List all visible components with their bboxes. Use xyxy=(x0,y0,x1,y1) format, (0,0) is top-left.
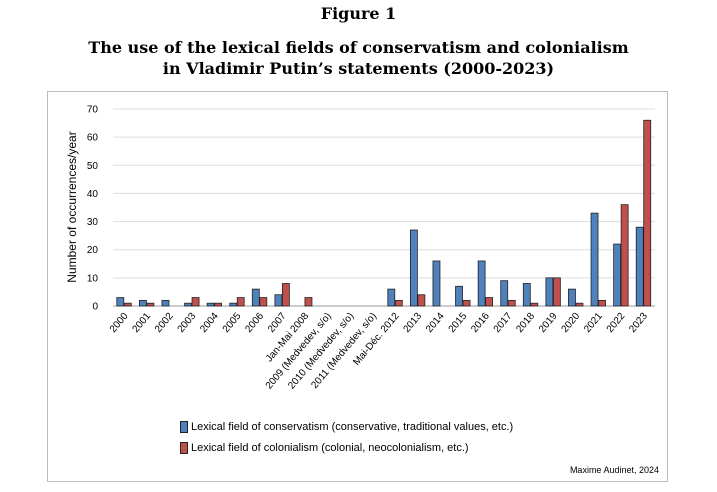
bar-colonialism xyxy=(417,294,426,307)
bar-conservatism xyxy=(229,302,238,307)
y-tick-label: 70 xyxy=(87,105,99,116)
legend-item-conservatism: Lexical field of conservatism (conservat… xyxy=(180,421,513,433)
bar-conservatism xyxy=(251,288,260,307)
y-tick-label: 20 xyxy=(87,245,99,256)
bar-conservatism xyxy=(387,288,396,307)
x-tick-label: 2022 xyxy=(605,311,628,335)
legend-swatch-colonialism xyxy=(180,442,188,454)
bar-conservatism xyxy=(613,243,622,307)
x-tick-label: 2017 xyxy=(492,311,515,335)
bar-colonialism xyxy=(281,283,290,307)
bar-colonialism xyxy=(620,204,629,307)
bar-colonialism xyxy=(643,119,652,307)
x-tick-label: 2005 xyxy=(221,311,244,335)
chart-frame xyxy=(47,91,668,482)
y-tick-label: 40 xyxy=(87,189,99,200)
y-tick-label: 60 xyxy=(87,133,99,144)
y-tick-label: 50 xyxy=(87,161,99,172)
x-tick-label: 2002 xyxy=(153,311,176,335)
bar-colonialism xyxy=(575,302,584,307)
legend-swatch-conservatism xyxy=(180,421,188,433)
x-tick-label: 2020 xyxy=(560,311,583,335)
x-tick-label: 2021 xyxy=(582,311,605,335)
bar-colonialism xyxy=(191,297,200,307)
y-tick-label: 0 xyxy=(92,302,98,313)
y-tick-label: 30 xyxy=(87,217,99,228)
title-line-2: in Vladimir Putin’s statements (2000-202… xyxy=(162,59,555,78)
x-tick-label: 2001 xyxy=(130,311,153,335)
x-tick-label: 2018 xyxy=(514,311,537,335)
bar-conservatism xyxy=(184,302,192,307)
legend-label-conservatism: Lexical field of conservatism (conservat… xyxy=(191,421,514,433)
legend-item-colonialism: Lexical field of colonialism (colonial, … xyxy=(180,442,469,454)
bar-conservatism xyxy=(522,283,531,307)
bar-colonialism xyxy=(304,297,313,307)
title-line-1: The use of the lexical fields of conserv… xyxy=(88,38,629,57)
y-tick-label: 10 xyxy=(87,273,99,284)
x-tick-label: 2000 xyxy=(108,311,131,335)
bar-colonialism xyxy=(123,302,132,307)
bar-conservatism xyxy=(432,260,441,307)
x-tick-label: 2013 xyxy=(401,311,424,335)
bar-conservatism xyxy=(116,297,125,307)
bar-colonialism xyxy=(236,297,245,307)
x-tick-label: 2015 xyxy=(447,311,470,335)
bar-conservatism xyxy=(568,288,576,307)
bar-conservatism xyxy=(635,226,644,307)
x-tick-label: 2003 xyxy=(176,311,199,335)
bar-colonialism xyxy=(598,299,606,307)
x-tick-label: 2004 xyxy=(198,311,221,335)
x-tick-label: 2016 xyxy=(469,311,492,335)
bar-colonialism xyxy=(214,302,223,307)
bar-colonialism xyxy=(552,277,561,307)
bar-conservatism xyxy=(409,229,418,307)
credit: Maxime Audinet, 2024 xyxy=(569,465,659,475)
y-axis-label: Number of occurrences/year xyxy=(65,131,79,282)
bar-conservatism xyxy=(500,280,509,307)
bar-conservatism xyxy=(477,260,486,307)
bar-conservatism xyxy=(138,299,147,307)
bar-conservatism xyxy=(455,285,463,307)
bar-colonialism xyxy=(259,297,268,307)
bar-colonialism xyxy=(462,299,471,307)
bar-colonialism xyxy=(530,302,539,307)
bar-conservatism xyxy=(161,299,170,307)
bar-conservatism xyxy=(590,212,599,307)
x-tick-label: 2006 xyxy=(243,311,266,335)
bar-conservatism xyxy=(545,277,554,307)
x-tick-label: 2014 xyxy=(424,311,447,335)
bar-colonialism xyxy=(507,299,516,307)
bar-conservatism xyxy=(274,294,283,307)
bar-colonialism xyxy=(146,302,155,307)
legend-label-colonialism: Lexical field of colonialism (colonial, … xyxy=(191,442,469,454)
bar-colonialism xyxy=(485,297,494,307)
bar-colonialism xyxy=(394,299,403,307)
figure-label: Figure 1 xyxy=(320,4,397,23)
chart-title: The use of the lexical fields of conserv… xyxy=(0,37,717,79)
bar-conservatism xyxy=(206,302,215,307)
x-tick-label: 2019 xyxy=(537,311,560,335)
x-tick-label: 2023 xyxy=(627,311,650,335)
